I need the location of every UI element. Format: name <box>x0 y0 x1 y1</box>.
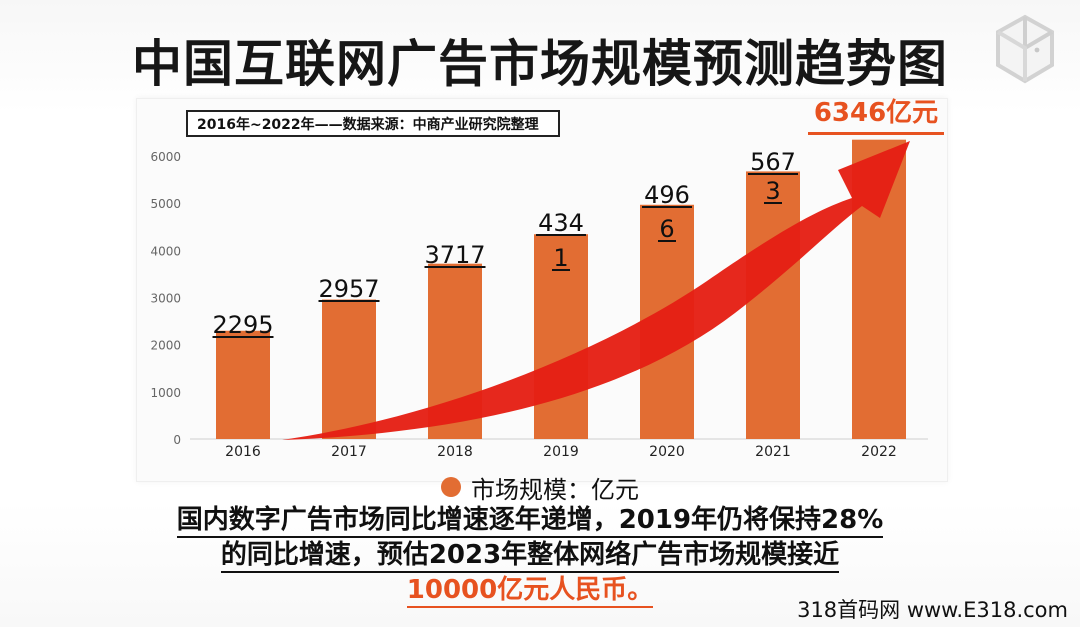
y-tick-label-4000: 4000 <box>150 244 181 258</box>
site-watermark: 318首码网 www.E318.com <box>797 598 1068 622</box>
final-year-value-callout: 6346亿元 <box>808 94 944 135</box>
page-title: 中国互联网广告市场规模预测趋势图 <box>132 35 948 93</box>
chart-legend: 市场规模：亿元 <box>441 472 639 504</box>
data-label-2016-1: 2295 <box>212 311 273 339</box>
legend-color-dot <box>441 477 461 497</box>
legend-label: 市场规模：亿元 <box>471 475 639 504</box>
y-tick-label-6000: 6000 <box>150 150 181 164</box>
x-tick-label-2018: 2018 <box>437 444 473 460</box>
data-label-2017-1: 2957 <box>318 275 379 303</box>
data-label-2018-1: 3717 <box>424 241 485 269</box>
x-tick-label-2016: 2016 <box>225 444 261 460</box>
y-tick-label-2000: 2000 <box>150 339 181 353</box>
data-label-2020-1: 496 <box>644 181 690 209</box>
y-tick-label-5000: 5000 <box>150 197 181 211</box>
data-label-2019-1: 434 <box>538 209 584 237</box>
data-label-2021-2: 3 <box>765 177 780 205</box>
growth-trend-arrow <box>282 141 910 440</box>
summary-line-1: 国内数字广告市场同比增速逐年递增，2019年仍将保持28% <box>130 503 930 538</box>
summary-text: 国内数字广告市场同比增速逐年递增，2019年仍将保持28% 的同比增速，预估20… <box>130 503 930 608</box>
y-tick-label-1000: 1000 <box>150 386 181 400</box>
data-label-2019-2: 1 <box>553 244 568 272</box>
cube-icon <box>996 14 1054 84</box>
x-tick-label-2019: 2019 <box>543 444 579 460</box>
x-tick-label-2017: 2017 <box>331 444 367 460</box>
bar-2019 <box>534 234 588 439</box>
bar-2021 <box>746 171 800 439</box>
y-tick-label-3000: 3000 <box>150 292 181 306</box>
bar-2017 <box>322 299 376 439</box>
summary-line-2: 的同比增速，预估2023年整体网络广告市场规模接近 <box>130 538 930 573</box>
summary-line-3: 10000亿元人民币。 <box>130 573 930 608</box>
x-tick-label-2021: 2021 <box>755 444 791 460</box>
x-tick-label-2020: 2020 <box>649 444 685 460</box>
data-label-2020-2: 6 <box>659 215 674 243</box>
y-tick-label-0: 0 <box>173 433 181 447</box>
bar-2016 <box>216 330 270 439</box>
x-tick-label-2022: 2022 <box>861 444 897 460</box>
data-label-2021-1: 567 <box>750 148 796 176</box>
data-source-note: 2016年~2022年——数据来源：中商产业研究院整理 <box>186 110 560 137</box>
